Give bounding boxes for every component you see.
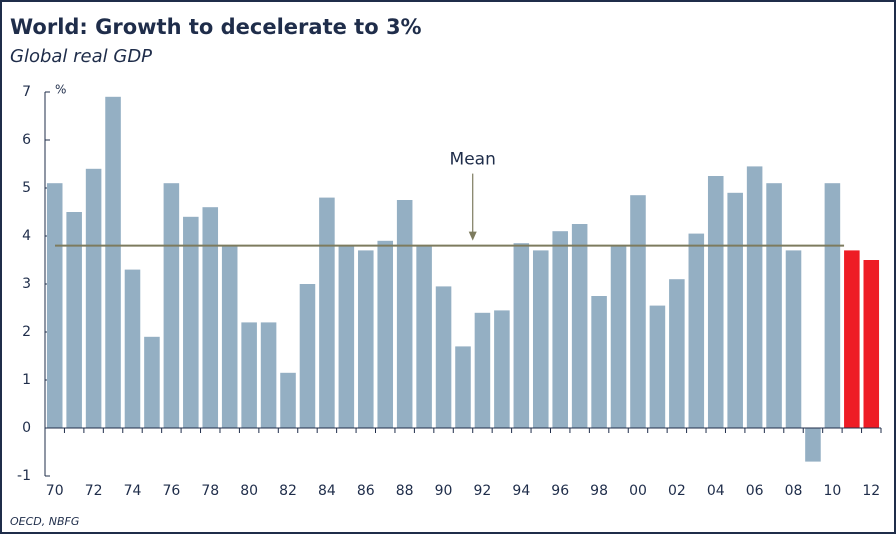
bar <box>319 197 335 428</box>
x-tick-label: 84 <box>318 483 336 499</box>
y-tick-label: 3 <box>22 276 31 292</box>
x-tick-label: 86 <box>357 483 375 499</box>
x-tick-label: 78 <box>201 483 219 499</box>
x-tick-label: 98 <box>590 483 608 499</box>
y-tick-label: 4 <box>22 228 31 244</box>
bar <box>396 200 413 428</box>
x-tick-label: 74 <box>124 483 142 499</box>
bar <box>241 322 257 428</box>
y-tick-label: 6 <box>22 132 31 148</box>
bar <box>66 212 82 428</box>
y-tick-label: 1 <box>22 372 31 388</box>
bar <box>202 207 219 428</box>
bar <box>435 286 452 428</box>
x-tick-label: 70 <box>46 483 64 499</box>
bar <box>552 231 568 428</box>
x-tick-label: 12 <box>862 483 880 499</box>
source: OECD, NBFG <box>10 515 79 528</box>
bar <box>358 250 374 428</box>
bar <box>416 245 432 428</box>
bar <box>280 372 296 428</box>
y-tick-label: 5 <box>22 180 31 196</box>
x-tick-label: 80 <box>240 483 258 499</box>
y-tick-label: 2 <box>22 324 31 340</box>
x-tick-label: 94 <box>512 483 530 499</box>
bar <box>377 240 394 428</box>
x-tick-label: 88 <box>396 483 414 499</box>
bar <box>727 192 743 428</box>
x-tick-label: 08 <box>785 483 803 499</box>
x-tick-label: 90 <box>435 483 453 499</box>
bar <box>863 260 880 428</box>
x-tick-label: 72 <box>85 483 103 499</box>
bar <box>591 296 607 428</box>
y-tick-label: 0 <box>22 420 31 436</box>
bar <box>805 428 821 462</box>
bar <box>338 245 355 428</box>
bar <box>46 183 63 428</box>
bar <box>766 183 782 428</box>
bar <box>649 305 666 428</box>
mean-label: Mean <box>450 150 496 170</box>
mean-arrowhead <box>468 231 477 241</box>
bar <box>707 176 724 428</box>
chart-title: World: Growth to decelerate to 3% <box>10 15 422 39</box>
x-tick-label: 02 <box>668 483 686 499</box>
x-tick-label: 04 <box>707 483 725 499</box>
x-tick-label: 92 <box>474 483 492 499</box>
bar <box>844 250 860 428</box>
bar <box>630 195 646 428</box>
x-tick-label: 96 <box>551 483 569 499</box>
bar <box>260 322 277 428</box>
chart-subtitle: Global real GDP <box>10 46 152 67</box>
bar <box>610 245 627 428</box>
bar <box>105 96 121 429</box>
bar <box>124 269 141 428</box>
bar <box>183 216 199 428</box>
bar <box>474 312 491 428</box>
x-tick-label: 06 <box>746 483 764 499</box>
bar <box>785 250 802 428</box>
bar <box>163 183 180 428</box>
x-tick-label: 82 <box>279 483 297 499</box>
x-tick-label: 00 <box>629 483 647 499</box>
y-tick-label: -1 <box>17 468 31 484</box>
bar <box>299 284 316 428</box>
bar <box>746 166 763 428</box>
y-unit: % <box>55 83 66 97</box>
bar <box>669 279 685 428</box>
bar <box>571 224 588 428</box>
bar <box>824 183 841 428</box>
x-tick-label: 10 <box>823 483 841 499</box>
y-tick-label: 7 <box>22 84 31 100</box>
x-tick-label: 76 <box>162 483 180 499</box>
bar <box>221 245 238 428</box>
bar <box>494 310 510 428</box>
bar <box>85 168 102 429</box>
bar <box>532 250 549 428</box>
bar <box>688 233 705 428</box>
bar <box>513 243 530 428</box>
bar <box>144 336 160 428</box>
bar <box>455 346 471 428</box>
